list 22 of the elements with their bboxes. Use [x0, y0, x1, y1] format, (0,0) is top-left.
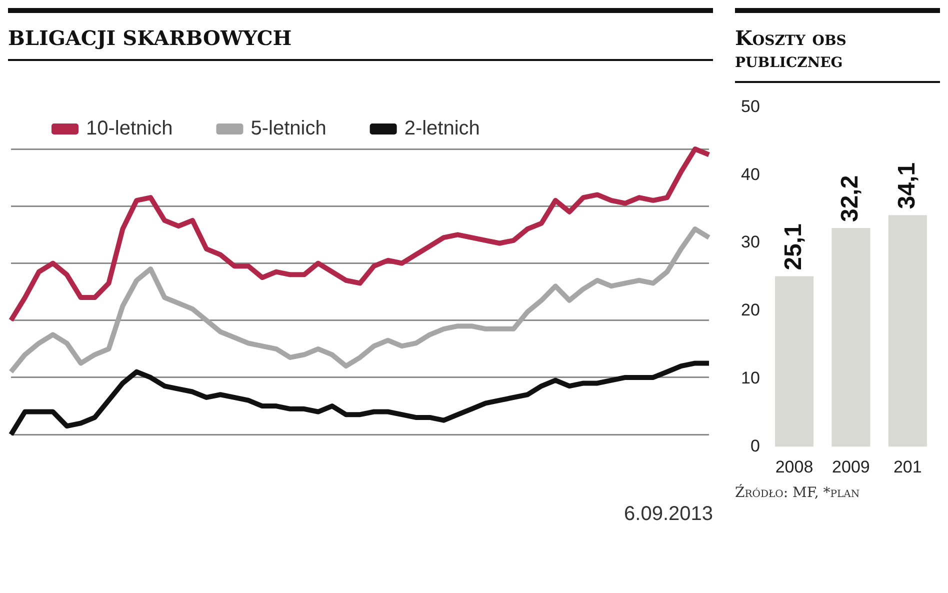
data-label: 25,1	[780, 224, 807, 270]
bar	[888, 215, 927, 447]
text: 6.09.2013	[623, 503, 713, 526]
text: Źródło: MF, *plan	[735, 485, 861, 501]
x-tick-label: 2008	[775, 457, 814, 476]
y-tick-label: 20	[740, 300, 760, 320]
y-tick-label: 30	[740, 232, 760, 252]
bar	[774, 276, 814, 447]
chart-title: Koszty obs publiczneg	[735, 8, 940, 83]
y-tick-label: 0	[750, 436, 760, 456]
data-label: 34,1	[893, 162, 920, 210]
y-tick-label: 10	[740, 368, 760, 388]
y-tick-label: 40	[740, 164, 760, 184]
legend-label: 5-letnich	[250, 118, 326, 140]
chart-title: BLIGACJI SKARBOWYCH	[8, 8, 713, 61]
legend-label: 10-letnich	[86, 118, 173, 140]
bar	[832, 228, 870, 447]
legend-label: 2-letnich	[404, 118, 480, 140]
x-tick-label: 201	[893, 457, 922, 476]
data-label: 32,2	[836, 175, 864, 222]
y-tick-label: 50	[740, 96, 760, 116]
x-tick-label: 2009	[832, 457, 870, 476]
